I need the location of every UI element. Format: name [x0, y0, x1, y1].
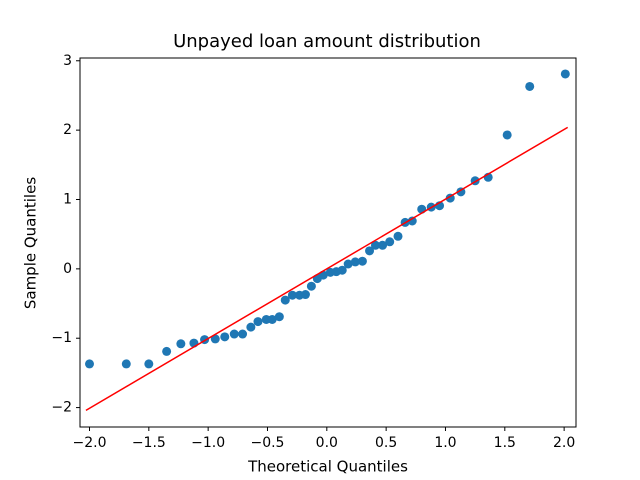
point — [350, 257, 360, 267]
y-tick-label: 3 — [63, 53, 72, 69]
point — [274, 312, 284, 322]
point — [238, 329, 248, 339]
point — [121, 359, 131, 369]
point — [560, 69, 570, 79]
plot-frame — [79, 57, 577, 428]
reference-line — [85, 126, 569, 412]
x-tick-label: 1.5 — [494, 435, 516, 451]
y-tick-label: −1 — [51, 330, 72, 346]
point — [370, 240, 380, 250]
point — [220, 332, 230, 342]
point — [246, 322, 256, 332]
point — [144, 359, 154, 369]
point — [210, 334, 220, 344]
y-tick-label: 2 — [63, 122, 72, 138]
point — [300, 290, 310, 300]
x-tick-label: −1.0 — [191, 435, 225, 451]
y-axis-label: Sample Quantiles — [22, 177, 40, 309]
point — [280, 295, 290, 305]
point — [84, 359, 94, 369]
point — [176, 339, 186, 349]
point — [393, 231, 403, 241]
chart-title: Unpayed loan amount distribution — [173, 31, 481, 52]
x-tick-label: 0.0 — [316, 435, 338, 451]
y-tick-label: −2 — [51, 400, 72, 416]
point — [407, 216, 417, 226]
x-tick-label: 1.0 — [434, 435, 456, 451]
y-tick-label: 1 — [63, 191, 72, 207]
point — [385, 237, 395, 247]
point — [287, 290, 297, 300]
point — [267, 314, 277, 324]
x-tick-label: −2.0 — [72, 435, 106, 451]
point — [253, 317, 263, 327]
x-axis-label: Theoretical Quantiles — [247, 458, 408, 476]
point — [306, 281, 316, 291]
point — [365, 246, 375, 256]
point — [337, 265, 347, 275]
point — [229, 329, 239, 339]
point — [378, 240, 388, 250]
point — [357, 256, 367, 266]
point — [162, 346, 172, 356]
x-tick-label: −0.5 — [250, 435, 284, 451]
x-tick-label: 2.0 — [553, 435, 575, 451]
x-tick-label: 0.5 — [375, 435, 397, 451]
x-tick-label: −1.5 — [132, 435, 166, 451]
point — [343, 259, 353, 269]
y-tick-label: 0 — [63, 261, 72, 277]
point — [525, 81, 535, 91]
point — [502, 130, 512, 140]
